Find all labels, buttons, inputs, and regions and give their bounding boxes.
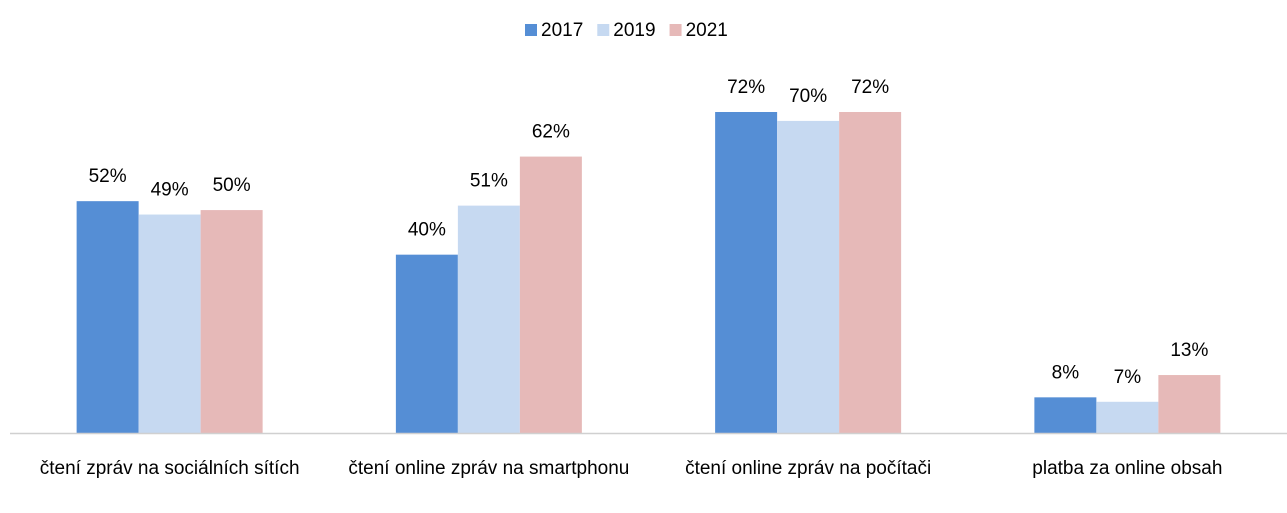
data-label: 13%	[1170, 340, 1208, 361]
legend-label: 2019	[613, 20, 655, 41]
data-label: 52%	[89, 166, 127, 187]
bar	[1096, 401, 1159, 433]
bar	[395, 254, 458, 433]
legend-label: 2021	[686, 20, 728, 41]
bar	[457, 205, 520, 433]
x-tick-label: platba za online obsah	[1032, 458, 1223, 479]
x-tick-label: čtení zpráv na sociálních sítích	[39, 458, 300, 479]
data-label: 72%	[851, 77, 889, 98]
bar	[777, 120, 840, 434]
bar	[519, 156, 582, 434]
data-label: 8%	[1052, 362, 1080, 383]
bar	[200, 210, 263, 433]
legend-label: 2017	[541, 20, 583, 41]
bar	[1034, 397, 1097, 433]
data-label: 62%	[532, 122, 570, 143]
x-tick-label: čtení online zpráv na počítači	[685, 458, 932, 479]
data-label: 49%	[151, 180, 189, 201]
data-label: 40%	[408, 220, 446, 241]
x-tick-label: čtení online zpráv na smartphonu	[348, 458, 630, 479]
bar	[138, 214, 201, 433]
bar	[1158, 375, 1221, 433]
bar	[839, 112, 902, 433]
data-label: 51%	[470, 171, 508, 192]
legend-swatch	[669, 24, 682, 36]
bar	[715, 112, 778, 433]
data-label: 7%	[1114, 367, 1142, 388]
data-label: 50%	[213, 175, 251, 196]
bar	[76, 201, 139, 433]
legend-swatch	[597, 24, 610, 36]
legend-swatch	[525, 24, 537, 36]
data-label: 72%	[727, 77, 765, 98]
data-label: 70%	[789, 86, 827, 107]
